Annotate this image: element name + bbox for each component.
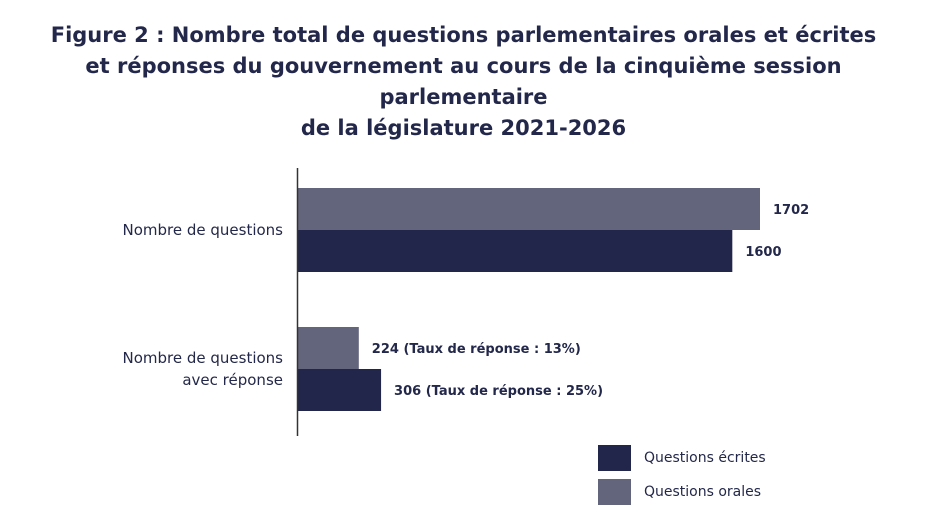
chart-title: Figure 2 : Nombre total de questions par… [20, 20, 907, 144]
legend-label-ecrites: Questions écrites [644, 450, 766, 466]
legend-swatch-orales [598, 479, 631, 505]
legend-item-orales: Questions orales [598, 479, 766, 505]
value-label-orales-1: 224 (Taux de réponse : 13%) [372, 342, 581, 357]
legend-swatch-ecrites [598, 445, 631, 471]
chart-title-line-3: de la législature 2021-2026 [300, 116, 627, 140]
bar-orales-1 [298, 327, 359, 369]
chart-title-line-1: Figure 2 : Nombre total de questions par… [50, 23, 877, 47]
category-label-0-0: Nombre de questions [122, 221, 283, 239]
category-label-1-0: Nombre de questions [122, 349, 283, 367]
chart-title-line-2: et réponses du gouvernement au cours de … [85, 54, 842, 109]
value-label-ecrites-0: 1600 [745, 245, 781, 260]
legend-label-orales: Questions orales [644, 484, 762, 500]
bar-orales-0 [298, 188, 760, 230]
bar-ecrites-1 [298, 369, 382, 411]
bar-ecrites-0 [298, 230, 733, 272]
chart-legend: Questions écrites Questions orales [598, 445, 766, 513]
value-label-orales-0: 1702 [773, 203, 809, 218]
legend-item-ecrites: Questions écrites [598, 445, 766, 471]
value-label-ecrites-1: 306 (Taux de réponse : 25%) [394, 384, 603, 399]
category-label-1-1: avec réponse [182, 371, 283, 389]
